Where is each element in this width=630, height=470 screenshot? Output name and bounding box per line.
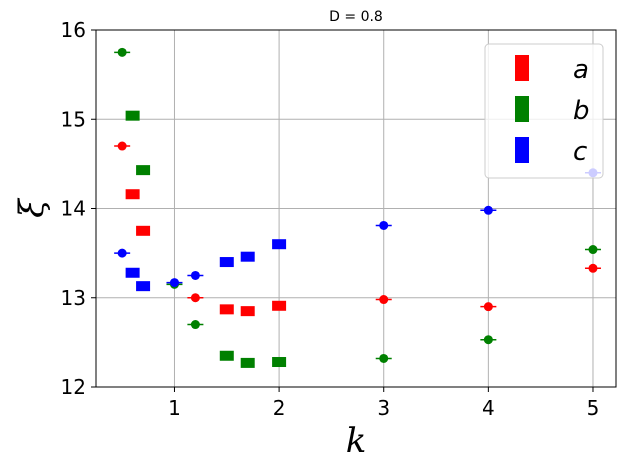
y-tick-label: 12 bbox=[61, 375, 86, 399]
legend-label-b: b bbox=[573, 96, 590, 126]
data-points bbox=[114, 47, 601, 368]
data-point-b bbox=[117, 47, 127, 57]
data-point-c bbox=[125, 267, 140, 278]
legend-swatch-a bbox=[515, 55, 529, 81]
data-point-a bbox=[379, 295, 389, 305]
legend-swatch-b bbox=[515, 96, 529, 122]
data-point-a bbox=[125, 189, 140, 200]
data-point-b bbox=[219, 350, 234, 361]
data-point-b bbox=[272, 357, 287, 368]
data-point-c bbox=[483, 205, 493, 215]
y-axis-label: ξ bbox=[12, 197, 52, 218]
x-axis-label: k bbox=[346, 421, 367, 461]
x-tick-label: 2 bbox=[273, 396, 286, 420]
data-point-a bbox=[240, 306, 255, 317]
data-point-a bbox=[136, 225, 151, 236]
x-tick-label: 5 bbox=[587, 396, 600, 420]
data-point-c bbox=[379, 220, 389, 230]
x-tick-label: 4 bbox=[482, 396, 495, 420]
data-point-b bbox=[588, 245, 598, 255]
y-tick-label: 13 bbox=[61, 286, 86, 310]
data-point-c bbox=[219, 257, 234, 268]
data-point-c bbox=[272, 239, 287, 250]
data-point-b bbox=[379, 353, 389, 363]
legend-swatch-c bbox=[515, 137, 529, 163]
x-tick-label: 1 bbox=[168, 396, 181, 420]
data-point-c bbox=[117, 248, 127, 258]
legend-label-c: c bbox=[573, 137, 587, 167]
data-point-c bbox=[169, 278, 179, 288]
chart-title: D = 0.8 bbox=[329, 9, 383, 25]
data-point-a bbox=[588, 263, 598, 273]
data-point-a bbox=[272, 300, 287, 311]
data-point-b bbox=[125, 110, 140, 121]
legend-label-a: a bbox=[573, 55, 589, 85]
x-tick-label: 3 bbox=[377, 396, 390, 420]
legend-box bbox=[484, 43, 604, 179]
data-point-b bbox=[240, 357, 255, 368]
data-point-c bbox=[240, 251, 255, 262]
data-point-a bbox=[483, 302, 493, 312]
data-point-a bbox=[117, 141, 127, 151]
data-point-b bbox=[136, 165, 151, 176]
data-point-c bbox=[190, 270, 200, 280]
data-point-b bbox=[483, 335, 493, 345]
y-tick-label: 16 bbox=[61, 18, 86, 42]
y-tick-label: 15 bbox=[61, 107, 86, 131]
data-point-a bbox=[219, 304, 234, 315]
data-point-a bbox=[190, 293, 200, 303]
data-point-c bbox=[136, 281, 151, 292]
data-point-b bbox=[190, 320, 200, 330]
legend: abc bbox=[484, 43, 604, 179]
y-tick-label: 14 bbox=[61, 197, 86, 221]
